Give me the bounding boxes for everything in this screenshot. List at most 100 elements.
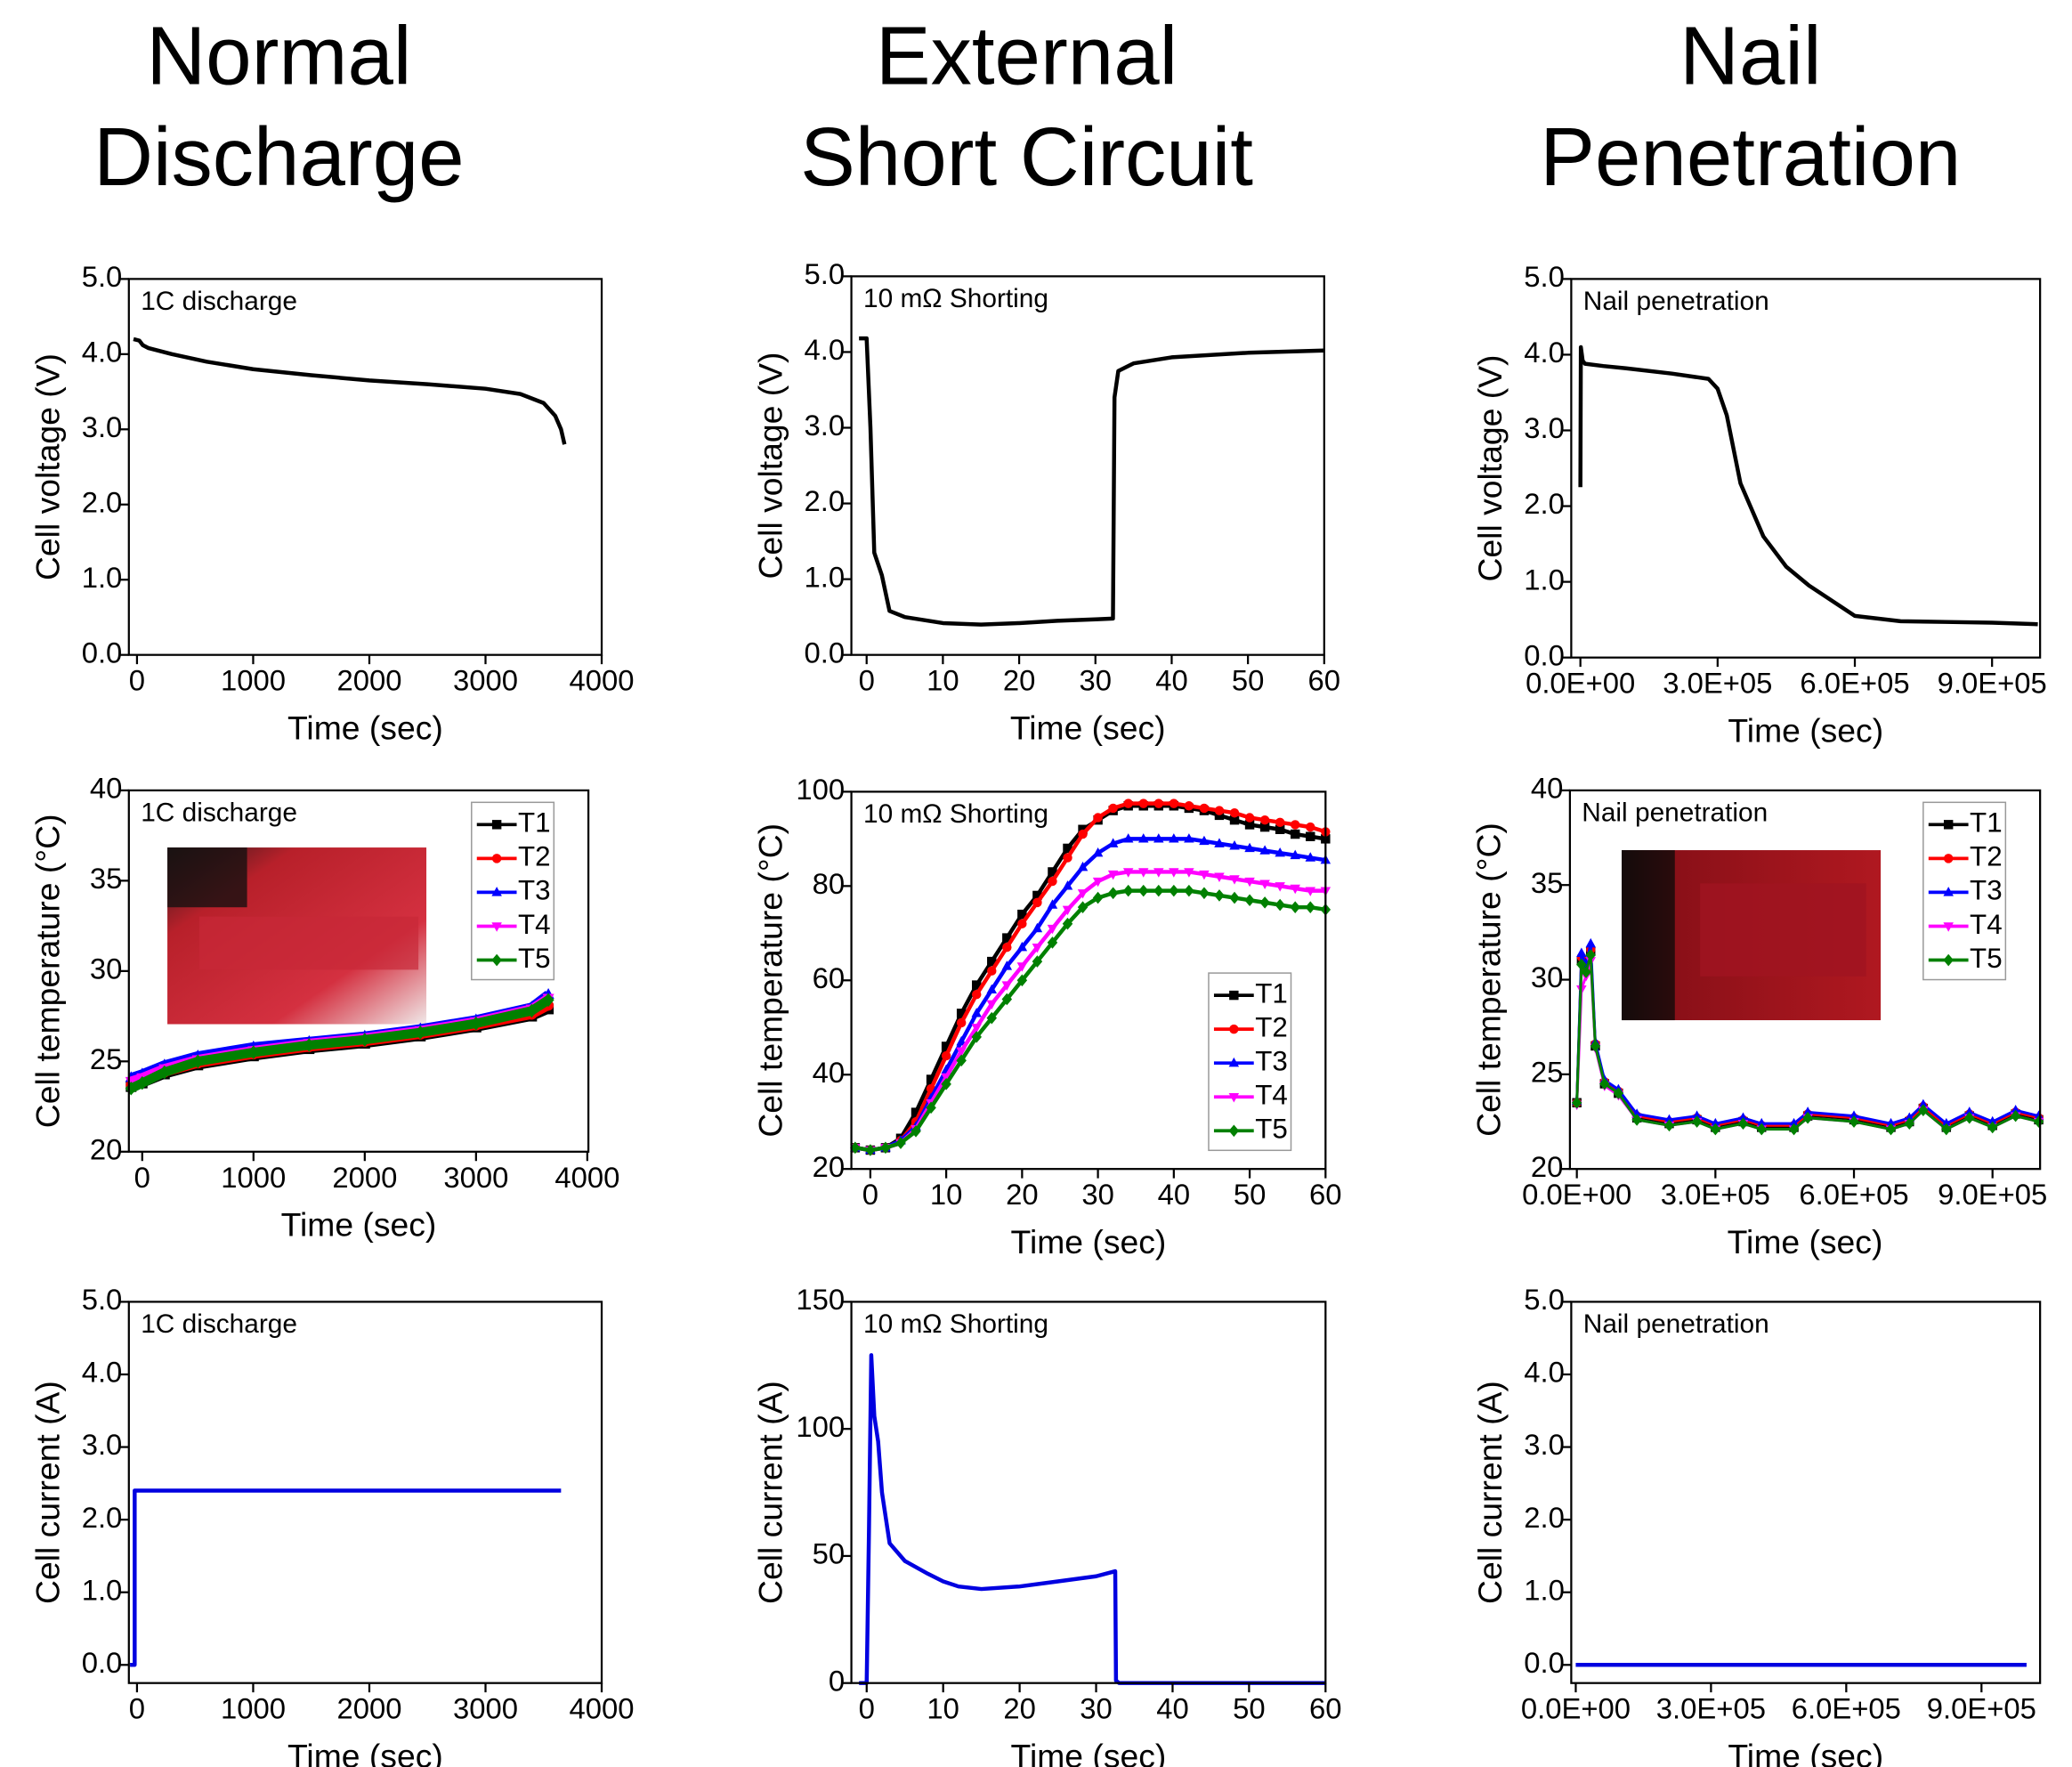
marker: [971, 989, 982, 1000]
marker: [2033, 1115, 2044, 1128]
marker: [1229, 1024, 1239, 1034]
marker: [1077, 889, 1089, 899]
legend-label: T2: [1970, 841, 2003, 872]
y-tick-label: 0.0: [804, 636, 845, 669]
x-tick-label: 3.0E+05: [1661, 1178, 1770, 1211]
x-tick-label: 1000: [221, 1692, 286, 1725]
marker: [1802, 1106, 1813, 1116]
inset-photo: [1622, 850, 1882, 1021]
marker: [1001, 961, 1013, 970]
y-axis-label: Cell temperature (°C): [1470, 823, 1508, 1137]
marker: [850, 1141, 861, 1155]
y-tick-label: 150: [796, 1283, 845, 1316]
marker: [136, 1075, 149, 1090]
legend-label: T2: [518, 841, 551, 872]
y-tick-label: 3.0: [82, 410, 123, 443]
marker: [1092, 847, 1104, 857]
y-tick-label: 1.0: [1524, 563, 1565, 596]
marker: [1107, 870, 1119, 880]
y-tick-label: 5.0: [82, 260, 123, 293]
marker: [1918, 1104, 1929, 1117]
marker: [1017, 909, 1027, 920]
marker: [1184, 801, 1194, 811]
legend-label: T3: [1255, 1045, 1288, 1076]
marker: [1663, 1114, 1675, 1124]
x-tick-label: 0.0E+00: [1526, 667, 1635, 700]
marker: [1259, 815, 1270, 825]
marker: [941, 1050, 951, 1061]
x-tick-label: 10: [927, 1692, 959, 1725]
marker: [1001, 981, 1013, 991]
marker: [1199, 803, 1210, 814]
marker: [1137, 884, 1149, 897]
legend-label: T4: [1255, 1080, 1288, 1111]
y-tick-label: 3.0: [804, 409, 845, 442]
marker: [1017, 919, 1027, 928]
annotation: 10 mΩ Shorting: [863, 1309, 1048, 1339]
marker: [1305, 887, 1316, 896]
marker: [1576, 947, 1587, 957]
marker: [1214, 838, 1225, 847]
marker: [941, 1042, 951, 1051]
marker: [1290, 849, 1300, 860]
marker: [542, 993, 554, 1008]
x-tick-label: 60: [1309, 1178, 1342, 1211]
marker: [1032, 897, 1042, 908]
x-tick-label: 30: [1080, 1692, 1113, 1725]
marker: [1964, 1106, 1975, 1116]
legend-label: T3: [1970, 875, 2003, 906]
x-tick-label: 1000: [221, 664, 286, 697]
marker: [1002, 942, 1012, 952]
x-tick-label: 6.0E+05: [1799, 1178, 1908, 1211]
column-header: External: [876, 10, 1178, 102]
marker: [956, 1035, 967, 1046]
legend-label: T1: [1255, 977, 1288, 1009]
x-tick-label: 3000: [443, 1161, 508, 1194]
plot-frame: [1570, 1301, 2042, 1684]
marker: [1062, 880, 1073, 890]
y-tick-label: 0.0: [1524, 1646, 1565, 1679]
y-tick-label: 20: [90, 1132, 123, 1165]
plot-frame: [127, 1301, 603, 1684]
marker: [1229, 815, 1240, 825]
marker: [1122, 884, 1134, 897]
marker: [1229, 840, 1240, 850]
marker: [1169, 798, 1179, 808]
y-tick-label: 80: [813, 867, 846, 900]
y-tick-label: 5.0: [1524, 1283, 1565, 1316]
x-tick-label: 50: [1234, 1178, 1267, 1211]
x-tick-label: 3.0E+05: [1663, 667, 1772, 700]
marker: [1275, 882, 1285, 892]
y-tick-label: 4.0: [1524, 336, 1565, 369]
marker: [1585, 937, 1596, 948]
x-tick-label: 0: [862, 1178, 878, 1211]
x-axis-label: Time (sec): [1011, 1738, 1167, 1767]
y-tick-label: 2.0: [804, 484, 845, 517]
marker: [1153, 833, 1164, 843]
x-tick-label: 20: [1003, 664, 1036, 697]
x-tick-label: 30: [1081, 1178, 1114, 1211]
x-tick-label: 1000: [221, 1161, 286, 1194]
marker: [941, 1078, 951, 1090]
y-tick-label: 1.0: [804, 560, 845, 593]
y-tick-label: 4.0: [804, 333, 845, 366]
y-tick-label: 1.0: [1524, 1573, 1565, 1606]
y-tick-label: 25: [1531, 1056, 1564, 1089]
y-tick-label: 20: [813, 1150, 846, 1183]
y-tick-label: 60: [813, 961, 846, 994]
y-tick-label: 30: [1531, 961, 1564, 993]
marker: [1169, 884, 1179, 897]
marker: [1199, 835, 1210, 846]
marker: [1138, 798, 1148, 808]
marker: [1943, 887, 1954, 896]
marker: [1107, 838, 1119, 847]
marker: [971, 1031, 982, 1043]
marker: [359, 1033, 371, 1047]
marker: [1737, 1117, 1749, 1130]
marker: [1228, 1057, 1240, 1067]
x-tick-label: 6.0E+05: [1800, 667, 1909, 700]
y-tick-label: 35: [1531, 866, 1564, 899]
y-axis-label: Cell current (A): [29, 1381, 67, 1604]
column-header: Nail: [1679, 10, 1821, 102]
